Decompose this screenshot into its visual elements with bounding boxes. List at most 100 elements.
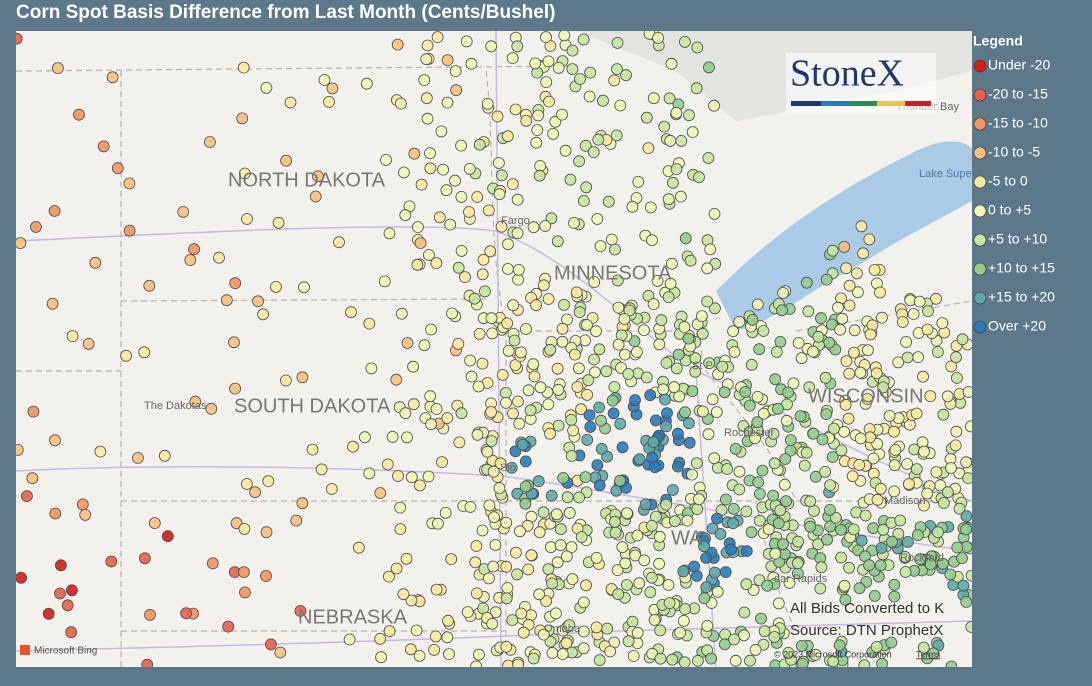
site xyxy=(439,506,452,519)
legend-swatch xyxy=(973,204,987,218)
place-label: Sio xyxy=(500,462,516,474)
site xyxy=(485,40,498,53)
site xyxy=(482,572,495,585)
site xyxy=(686,468,698,481)
site xyxy=(587,146,600,158)
site xyxy=(669,515,681,528)
site xyxy=(436,456,448,469)
site xyxy=(213,251,225,264)
site xyxy=(566,63,579,75)
site xyxy=(838,579,851,592)
site xyxy=(542,55,555,68)
site xyxy=(550,508,563,521)
site xyxy=(960,523,972,536)
site xyxy=(425,323,438,336)
site xyxy=(519,497,532,510)
site xyxy=(252,295,264,308)
site xyxy=(579,139,592,152)
site xyxy=(646,451,658,464)
site xyxy=(903,478,915,490)
site xyxy=(700,581,713,594)
site xyxy=(49,507,62,520)
site xyxy=(609,526,622,539)
site xyxy=(703,61,715,74)
site xyxy=(61,599,74,612)
site xyxy=(804,520,817,533)
site xyxy=(507,407,519,420)
site xyxy=(430,257,443,270)
site xyxy=(604,645,617,658)
site xyxy=(430,403,443,415)
site xyxy=(472,380,485,393)
site xyxy=(638,554,651,567)
site xyxy=(443,648,455,660)
site xyxy=(519,455,532,468)
site xyxy=(260,526,273,539)
site xyxy=(843,367,856,380)
site xyxy=(711,585,724,598)
logo-bar xyxy=(821,101,849,106)
site xyxy=(569,348,581,361)
site xyxy=(733,315,746,328)
site xyxy=(495,169,508,182)
site xyxy=(539,220,552,232)
site xyxy=(180,607,193,620)
site xyxy=(777,538,789,551)
legend-label: 0 to +5 xyxy=(988,202,1031,218)
site xyxy=(888,459,901,472)
site xyxy=(229,382,242,395)
site xyxy=(642,142,655,154)
site xyxy=(621,579,633,591)
site xyxy=(494,457,507,470)
site xyxy=(708,566,721,579)
site xyxy=(749,432,761,445)
site xyxy=(484,245,497,258)
site xyxy=(733,465,746,478)
site xyxy=(855,534,868,547)
site xyxy=(435,125,448,138)
site xyxy=(463,162,476,175)
site xyxy=(912,529,924,542)
site xyxy=(311,170,324,183)
site xyxy=(758,625,771,638)
site xyxy=(326,82,339,95)
site xyxy=(770,345,783,358)
site xyxy=(772,597,785,610)
site xyxy=(236,112,249,125)
site xyxy=(612,588,625,601)
site xyxy=(675,135,688,147)
site xyxy=(578,596,590,609)
site xyxy=(740,505,753,518)
site xyxy=(826,451,839,463)
site xyxy=(514,346,527,359)
site xyxy=(796,658,809,667)
site xyxy=(476,357,489,370)
site xyxy=(772,517,785,530)
site xyxy=(912,351,924,364)
site xyxy=(560,637,573,650)
site xyxy=(148,517,161,530)
site xyxy=(858,659,871,667)
site xyxy=(551,362,564,375)
terms-link[interactable]: Terms xyxy=(916,649,941,659)
site xyxy=(697,405,709,418)
site xyxy=(753,514,766,527)
site xyxy=(778,478,791,491)
site xyxy=(701,262,714,275)
site xyxy=(834,323,847,336)
site xyxy=(502,238,514,251)
site xyxy=(94,445,107,458)
site xyxy=(774,335,787,348)
site xyxy=(892,527,905,540)
site xyxy=(631,346,643,358)
site xyxy=(529,57,542,70)
site xyxy=(525,609,537,622)
site xyxy=(500,640,513,653)
site xyxy=(877,381,890,394)
site xyxy=(470,660,483,667)
site xyxy=(807,345,819,358)
site xyxy=(672,348,685,361)
site xyxy=(530,136,543,149)
site xyxy=(315,463,328,476)
site xyxy=(907,308,920,320)
